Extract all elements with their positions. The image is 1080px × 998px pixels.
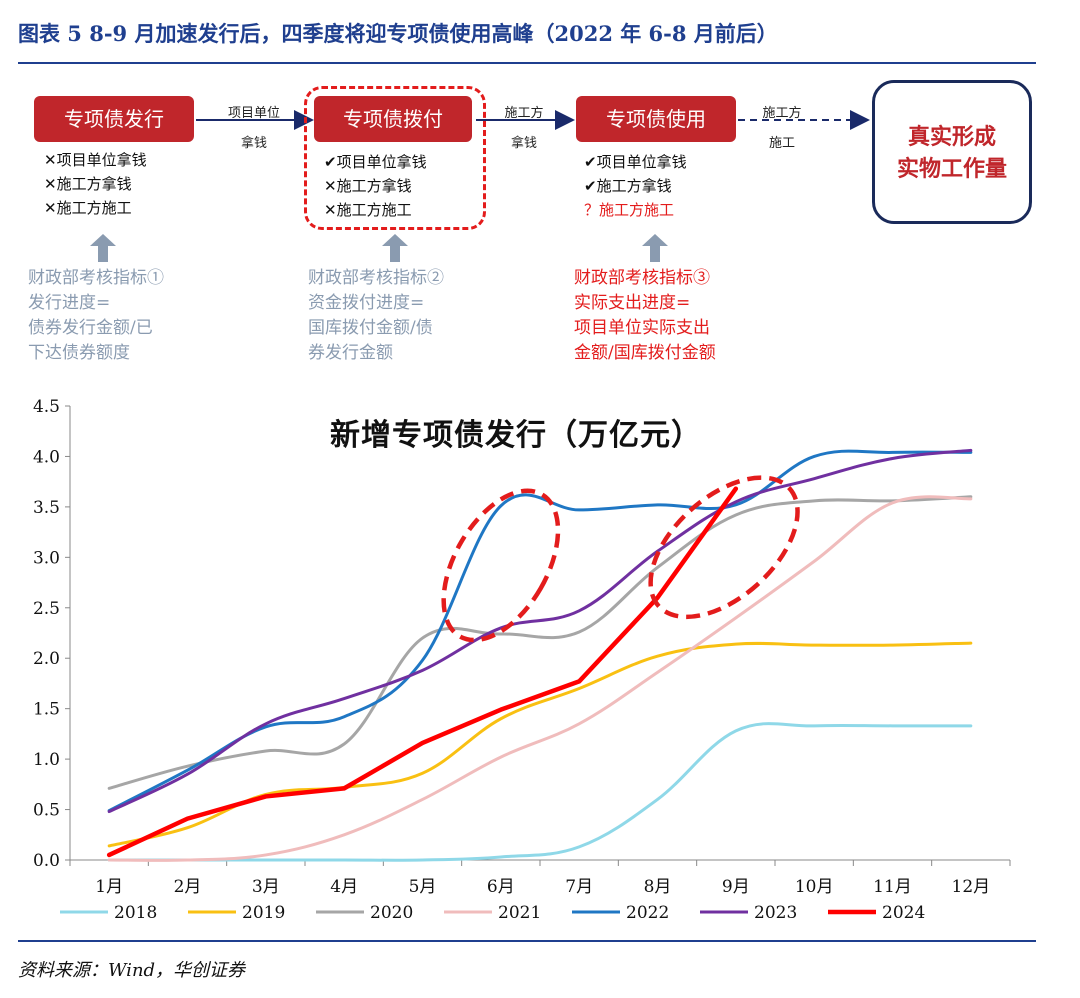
up-arrow-icon: [382, 234, 408, 262]
title-rule: [18, 62, 1036, 64]
highlight-ellipse: [441, 488, 561, 643]
series-line-2023: [107, 448, 973, 814]
x-tick-label: 11月: [873, 877, 912, 897]
y-tick-label: 1.5: [33, 700, 60, 720]
metric-1: 财政部考核指标① 发行进度= 债券发行金额/已 下达债券额度: [28, 268, 164, 363]
check-item: ✕项目单位拿钱: [44, 151, 147, 169]
step-issue-box: 专项债发行: [34, 96, 194, 142]
legend-label-2024: 2024: [882, 903, 925, 923]
footer-rule: [18, 940, 1036, 942]
line-chart: 0.0 0.5 1.0 1.5 2.0 2.5 3.0 3.5 4.0 4.5 1月 2月 3月 4月 5月…: [33, 397, 1011, 923]
x-tick-label: 1月: [95, 877, 123, 897]
final-line-2: 实物工作量: [896, 156, 1007, 182]
x-tick-label: 6月: [487, 877, 515, 897]
arrow-2-label-2: 拿钱: [510, 136, 537, 151]
step-use-checks: ✔项目单位拿钱 ✔施工方拿钱 ？施工方施工: [584, 150, 687, 222]
check-item: ✕施工方施工: [324, 201, 412, 219]
y-tick-label: 0.5: [33, 801, 60, 821]
final-line-1: 真实形成: [907, 124, 996, 150]
x-tick-label: 7月: [565, 877, 593, 897]
chart-title: 新增专项债发行（万亿元）: [330, 418, 702, 453]
source-note: 资料来源：Wind，华创证券: [18, 960, 246, 981]
check-item: ✕施工方拿钱: [324, 177, 412, 195]
legend-label-2022: 2022: [626, 903, 669, 923]
y-tick-label: 3.5: [33, 498, 60, 518]
y-tick-label: 1.0: [33, 750, 60, 770]
check-item: ✔项目单位拿钱: [584, 153, 687, 171]
x-tick-label: 9月: [722, 877, 750, 897]
arrow-1-label-1: 项目单位: [227, 106, 280, 121]
series-line-2024: [106, 486, 739, 858]
x-tick-label: 10月: [795, 877, 834, 897]
series-line-2018: [107, 722, 973, 862]
check-item: ✕施工方拿钱: [44, 175, 132, 193]
arrow-2-label-1: 施工方: [504, 106, 544, 121]
step-use-box: 专项债使用: [576, 96, 736, 142]
series-line-2021: [107, 495, 973, 862]
x-tick-label: 2月: [174, 877, 202, 897]
final-result-box: 真实形成 实物工作量: [872, 80, 1032, 224]
arrow-1-label-2: 拿钱: [240, 136, 267, 151]
legend-label-2023: 2023: [754, 903, 797, 923]
x-tick-label: 8月: [644, 877, 672, 897]
metric-3: 财政部考核指标③ 实际支出进度= 项目单位实际支出 金额/国库拨付金额: [574, 268, 716, 363]
figure-title: 图表 5 8-9 月加速发行后，四季度将迎专项债使用高峰（2022 年 6-8 …: [18, 21, 778, 46]
y-tick-label: 3.0: [33, 548, 60, 568]
flow-arrows: [196, 110, 870, 130]
series-line-2022: [107, 449, 973, 813]
arrow-3-label-2: 施工: [768, 136, 795, 151]
check-item: ？施工方施工: [584, 201, 675, 219]
x-tick-label: 3月: [252, 877, 280, 897]
check-item: ✔施工方拿钱: [584, 177, 672, 195]
step-allocate-highlight: [304, 86, 486, 230]
x-tick-label: 12月: [952, 877, 991, 897]
legend-label-2020: 2020: [370, 903, 413, 923]
check-item: ✕施工方施工: [44, 199, 132, 217]
legend-label-2018: 2018: [114, 903, 157, 923]
y-tick-label: 4.0: [33, 447, 60, 467]
metric-2: 财政部考核指标② 资金拨付进度= 国库拨付金额/债 券发行金额: [308, 268, 444, 363]
y-tick-label: 2.5: [33, 599, 60, 619]
y-tick-label: 2.0: [33, 649, 60, 669]
arrow-3-label-1: 施工方: [762, 106, 802, 121]
legend-label-2019: 2019: [242, 903, 285, 923]
y-tick-label: 0.0: [33, 851, 60, 871]
highlight-ellipse: [648, 475, 800, 620]
legend-label-2021: 2021: [498, 903, 541, 923]
x-tick-label: 4月: [330, 877, 358, 897]
up-arrow-icon: [90, 234, 116, 262]
series-line-2019: [107, 641, 973, 848]
series-line-2020: [107, 495, 973, 790]
up-arrow-icon: [642, 234, 668, 262]
step-allocate-checks: ✔项目单位拿钱 ✕施工方拿钱 ✕施工方施工: [324, 150, 427, 222]
step-issue-checks: ✕项目单位拿钱 ✕施工方拿钱 ✕施工方施工: [44, 148, 147, 220]
check-item: ✔项目单位拿钱: [324, 153, 427, 171]
x-tick-label: 5月: [409, 877, 437, 897]
step-allocate-box: 专项债拨付: [314, 96, 472, 142]
y-tick-label: 4.5: [33, 397, 60, 417]
